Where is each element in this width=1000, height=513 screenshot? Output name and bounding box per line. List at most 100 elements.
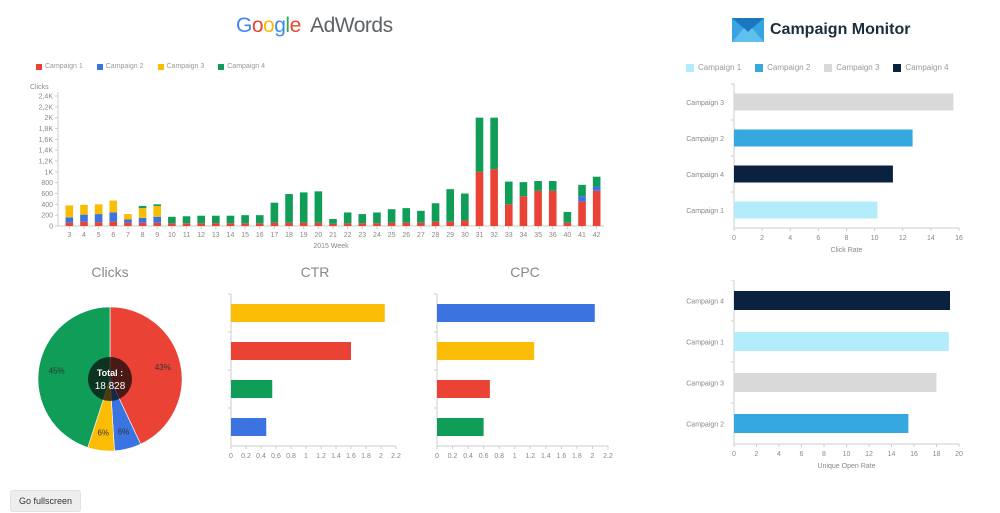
legend-label: Campaign 2 bbox=[105, 63, 144, 70]
x-tick-label: 16 bbox=[256, 232, 264, 239]
y-tick-label: 0 bbox=[49, 224, 53, 231]
x-tick-label: 21 bbox=[329, 232, 337, 239]
legend-item[interactable]: Campaign 1 bbox=[36, 63, 83, 70]
bar-segment bbox=[534, 190, 542, 226]
x-tick-label: 0 bbox=[732, 451, 736, 458]
x-tick-label: 6 bbox=[800, 451, 804, 458]
category-label: Campaign 2 bbox=[686, 422, 724, 429]
x-tick-label: 4 bbox=[777, 451, 781, 458]
x-tick-label: 27 bbox=[417, 232, 425, 239]
bar-segment bbox=[65, 222, 74, 226]
x-tick-label: 2.2 bbox=[391, 453, 401, 460]
logo-adwords-text: AdWords bbox=[310, 14, 393, 37]
bar-segment bbox=[519, 182, 528, 197]
bar-segment bbox=[153, 204, 162, 206]
x-tick-label: 6 bbox=[111, 232, 115, 239]
bar-segment bbox=[153, 205, 162, 217]
y-axis-label: Clicks bbox=[30, 84, 49, 91]
bar bbox=[734, 332, 949, 351]
bar-segment bbox=[80, 221, 88, 226]
pie-slice-label: 6% bbox=[118, 427, 130, 436]
bar-segment bbox=[285, 222, 293, 226]
x-tick-label: 1 bbox=[304, 453, 308, 460]
category-label: Campaign 4 bbox=[686, 172, 724, 179]
x-tick-label: 0 bbox=[435, 453, 439, 460]
bar-segment bbox=[475, 117, 484, 172]
bar-segment bbox=[373, 223, 381, 226]
y-tick-label: 200 bbox=[41, 213, 53, 220]
legend-item[interactable]: Campaign 3 bbox=[157, 63, 205, 70]
x-tick-label: 7 bbox=[126, 232, 130, 239]
bar-segment bbox=[299, 222, 308, 226]
bar-segment bbox=[358, 223, 367, 226]
x-tick-label: 0.4 bbox=[463, 453, 473, 460]
pie-center-label: Total : bbox=[97, 368, 123, 378]
x-tick-label: 12 bbox=[865, 451, 873, 458]
logo-letter-o2: o bbox=[263, 14, 275, 37]
x-tick-label: 23 bbox=[358, 232, 366, 239]
bar-segment bbox=[182, 223, 191, 226]
bar-segment bbox=[402, 208, 411, 223]
x-tick-label: 1.2 bbox=[316, 453, 326, 460]
bar-segment bbox=[431, 203, 440, 222]
bar-segment bbox=[314, 191, 323, 223]
clicks-by-week-stacked-chart: Clicks 0 200 400 600 800 1K 1,2K 1,4K 1,6K 1,8K 2K 2… bbox=[30, 84, 604, 250]
logo-letter-g2: g bbox=[274, 14, 286, 37]
bar bbox=[734, 165, 893, 183]
bar-segment bbox=[461, 193, 469, 221]
x-tick-label: 1.4 bbox=[331, 453, 341, 460]
x-tick-label: 35 bbox=[534, 232, 542, 239]
go-fullscreen-button[interactable]: Go fullscreen bbox=[10, 490, 82, 512]
x-tick-label: 10 bbox=[168, 232, 176, 239]
bar-segment bbox=[446, 189, 454, 222]
legend-item[interactable]: Campaign 2 bbox=[96, 63, 144, 70]
legend-item[interactable]: Campaign 3 bbox=[824, 63, 879, 72]
bar bbox=[231, 380, 273, 398]
bar-segment bbox=[285, 194, 293, 223]
bar-segment bbox=[197, 215, 205, 224]
logo-letter-g: G bbox=[236, 14, 252, 37]
bar-segment bbox=[314, 222, 323, 226]
y-tick-label: 1,4K bbox=[39, 148, 54, 155]
legend-item[interactable]: Campaign 2 bbox=[755, 63, 810, 72]
category-label: Campaign 3 bbox=[686, 100, 724, 107]
bar-segment bbox=[109, 221, 118, 226]
x-tick-label: 28 bbox=[432, 232, 440, 239]
bar-segment bbox=[548, 181, 557, 191]
y-tick-label: 2,2K bbox=[39, 104, 54, 111]
category-label: Campaign 1 bbox=[686, 208, 724, 215]
campaign-monitor-logo: Campaign Monitor bbox=[732, 18, 910, 42]
legend-item[interactable]: Campaign 4 bbox=[218, 63, 265, 70]
x-tick-label: 29 bbox=[446, 232, 454, 239]
bar-segment bbox=[124, 214, 132, 220]
bar-segment bbox=[138, 205, 147, 209]
legend-label: Campaign 2 bbox=[767, 63, 811, 72]
bar-segment bbox=[402, 222, 411, 226]
x-tick-label: 1.6 bbox=[346, 453, 356, 460]
x-tick-label: 18 bbox=[285, 232, 293, 239]
y-tick-label: 1,8K bbox=[39, 126, 54, 133]
bar-segment bbox=[563, 222, 572, 226]
x-tick-label: 12 bbox=[197, 232, 205, 239]
x-tick-label: 2 bbox=[379, 453, 383, 460]
logo-letter-l: l bbox=[285, 14, 290, 37]
bar-segment bbox=[578, 196, 586, 202]
x-tick-label: 0.6 bbox=[271, 453, 281, 460]
x-tick-label: 0.8 bbox=[494, 453, 504, 460]
bar-segment bbox=[387, 209, 396, 223]
legend-item[interactable]: Campaign 4 bbox=[893, 63, 949, 72]
x-axis-label: 2015 Week bbox=[313, 243, 349, 250]
x-tick-label: 14 bbox=[888, 451, 896, 458]
bar-segment bbox=[255, 223, 264, 226]
x-axis-label: Unique Open Rate bbox=[818, 463, 876, 470]
bar-segment bbox=[109, 200, 118, 213]
x-tick-label: 41 bbox=[578, 232, 586, 239]
x-tick-label: 0 bbox=[732, 235, 736, 242]
legend-label: Campaign 3 bbox=[166, 63, 205, 70]
legend-item[interactable]: Campaign 1 bbox=[686, 63, 741, 72]
bar-segment bbox=[153, 216, 162, 223]
bar-segment bbox=[182, 216, 191, 224]
legend-label: Campaign 4 bbox=[227, 63, 265, 70]
x-tick-label: 18 bbox=[933, 451, 941, 458]
bar-segment bbox=[226, 215, 235, 224]
